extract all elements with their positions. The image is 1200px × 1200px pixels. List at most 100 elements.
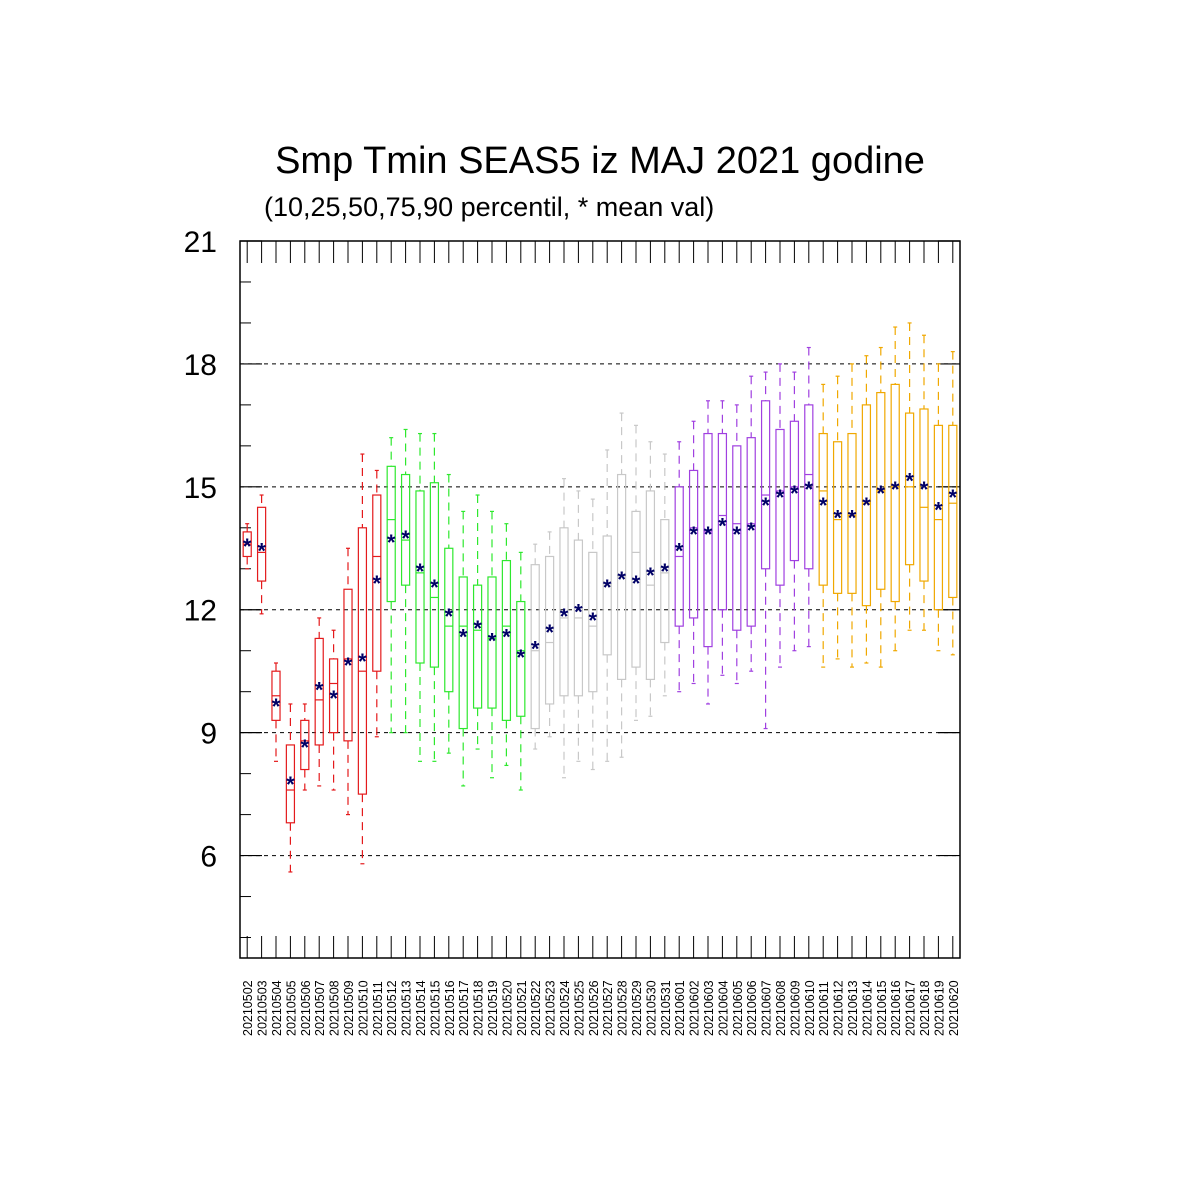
box-20210521: *: [516, 551, 526, 791]
box-iqr: [256, 506, 267, 582]
box-20210602: *: [688, 420, 699, 685]
mean-marker: *: [603, 575, 612, 600]
mean-marker: *: [560, 604, 569, 629]
mean-marker: *: [473, 616, 482, 641]
x-tick-label: 20210523: [544, 980, 558, 1036]
box-iqr: [328, 658, 339, 734]
y-tick-label: 21: [184, 226, 217, 259]
x-tick-label: 20210506: [299, 980, 313, 1036]
box-20210529: *: [631, 424, 641, 721]
x-tick-label: 20210529: [630, 980, 644, 1036]
box-20210506: *: [300, 703, 310, 791]
box-20210504: *: [271, 662, 281, 762]
box-20210620: *: [948, 351, 958, 656]
box-iqr: [861, 404, 872, 607]
x-tick-label: 20210509: [342, 980, 356, 1036]
mean-marker: *: [920, 477, 929, 502]
box-20210605: *: [732, 404, 742, 685]
x-tick-label: 20210617: [904, 980, 918, 1036]
x-tick-label: 20210604: [716, 980, 730, 1036]
box-iqr: [386, 465, 396, 603]
box-20210525: *: [573, 490, 583, 762]
x-tick-label: 20210524: [558, 980, 572, 1036]
box-iqr: [847, 432, 857, 594]
mean-marker: *: [286, 772, 295, 797]
mean-marker: *: [877, 481, 886, 506]
x-tick-label: 20210530: [644, 980, 658, 1036]
mean-marker: *: [833, 506, 842, 531]
box-20210503: *: [256, 494, 267, 615]
box-20210523: *: [544, 531, 555, 738]
x-tick-label: 20210521: [515, 980, 529, 1036]
mean-marker: *: [949, 485, 958, 510]
mean-marker: *: [358, 649, 367, 674]
mean-marker: *: [315, 678, 324, 703]
box-iqr: [487, 576, 497, 709]
box-20210518: *: [472, 494, 483, 750]
box-20210531: *: [660, 453, 670, 697]
mean-marker: *: [776, 485, 785, 510]
box-20210615: *: [876, 346, 886, 668]
box-20210616: *: [890, 326, 900, 652]
mean-marker: *: [661, 559, 670, 584]
x-tick-label: 20210612: [832, 980, 846, 1036]
mean-marker: *: [430, 575, 439, 600]
x-tick-label: 20210512: [385, 980, 399, 1036]
box-iqr: [559, 527, 569, 697]
mean-marker: *: [301, 735, 310, 760]
box-iqr: [602, 535, 612, 656]
box-iqr: [544, 555, 555, 705]
box-iqr: [444, 547, 454, 693]
box-iqr: [472, 584, 483, 709]
x-tick-label: 20210516: [443, 980, 457, 1036]
box-iqr: [832, 441, 843, 594]
box-20210507: *: [314, 617, 324, 787]
mean-marker: *: [344, 653, 353, 678]
x-tick-label: 20210502: [241, 980, 255, 1036]
box-20210527: *: [602, 449, 612, 762]
mean-marker: *: [517, 645, 526, 670]
x-tick-label: 20210507: [313, 980, 327, 1036]
box-iqr: [343, 588, 353, 742]
mean-marker: *: [574, 600, 583, 625]
box-20210509: *: [343, 547, 353, 816]
box-20210519: *: [487, 510, 497, 779]
mean-marker: *: [401, 526, 410, 551]
x-tick-label: 20210608: [774, 980, 788, 1036]
mean-marker: *: [790, 481, 799, 506]
mean-marker: *: [416, 559, 425, 584]
x-tick-label: 20210518: [472, 980, 486, 1036]
x-tick-label: 20210618: [918, 980, 932, 1036]
mean-marker: *: [632, 571, 641, 596]
box-iqr: [717, 432, 728, 611]
box-iqr: [688, 469, 699, 619]
box-iqr: [933, 424, 944, 611]
mean-marker: *: [257, 538, 266, 563]
box-20210505: *: [285, 703, 295, 873]
x-tick-label: 20210607: [760, 980, 774, 1036]
x-tick-label: 20210610: [803, 980, 817, 1036]
x-tick-label: 20210510: [356, 980, 370, 1036]
box-iqr: [746, 437, 756, 627]
plot-frame: [239, 240, 961, 959]
box-20210517: *: [458, 510, 468, 787]
box-iqr: [890, 383, 900, 603]
x-tick-label: 20210514: [414, 980, 428, 1036]
y-tick-label: 12: [184, 595, 217, 628]
mean-marker: *: [848, 506, 857, 531]
x-tick-label: 20210527: [601, 980, 615, 1036]
x-tick-label: 20210519: [486, 980, 500, 1036]
box-iqr: [372, 494, 382, 672]
mean-marker: *: [733, 522, 742, 547]
mean-marker: *: [805, 477, 814, 502]
box-20210526: *: [588, 498, 598, 771]
box-20210515: *: [429, 432, 439, 762]
chart-subtitle: (10,25,50,75,90 percentil, * mean val): [264, 192, 715, 222]
mean-marker: *: [689, 522, 698, 547]
mean-marker: *: [589, 608, 598, 633]
mean-marker: *: [819, 493, 828, 518]
box-iqr: [300, 719, 310, 771]
box-iqr: [804, 404, 814, 570]
box-iqr: [818, 432, 828, 586]
x-tick-label: 20210517: [457, 980, 471, 1036]
